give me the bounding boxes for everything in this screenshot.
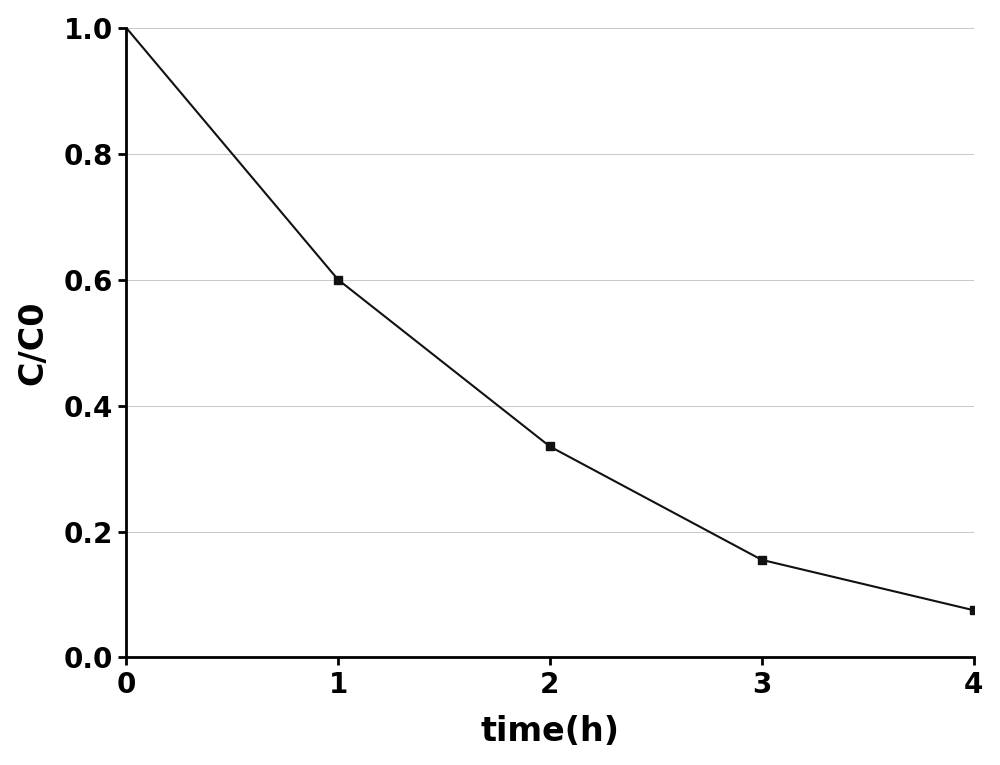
Y-axis label: C/C0: C/C0	[17, 301, 50, 385]
X-axis label: time(h): time(h)	[480, 715, 619, 748]
